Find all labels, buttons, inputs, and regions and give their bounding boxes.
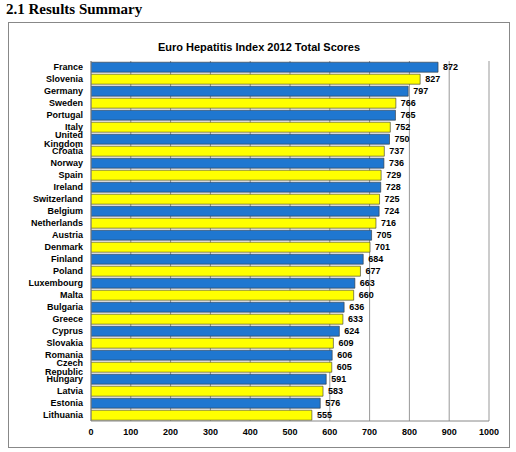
svg-text:Bulgaria: Bulgaria (47, 302, 84, 312)
svg-text:555: 555 (317, 410, 332, 420)
svg-text:900: 900 (442, 427, 457, 437)
svg-text:583: 583 (328, 386, 343, 396)
svg-text:Cyprus: Cyprus (52, 326, 83, 336)
svg-text:Portugal: Portugal (46, 110, 83, 120)
svg-text:797: 797 (413, 86, 428, 96)
svg-text:737: 737 (389, 146, 404, 156)
svg-text:Sweden: Sweden (49, 98, 83, 108)
svg-text:Lithuania: Lithuania (43, 410, 84, 420)
svg-text:Spain: Spain (58, 170, 83, 180)
svg-text:800: 800 (402, 427, 417, 437)
svg-text:701: 701 (375, 242, 390, 252)
svg-text:663: 663 (360, 278, 375, 288)
svg-text:300: 300 (203, 427, 218, 437)
svg-text:Estonia: Estonia (50, 398, 84, 408)
svg-text:500: 500 (282, 427, 297, 437)
svg-text:France: France (53, 62, 83, 72)
svg-text:Norway: Norway (50, 158, 83, 168)
svg-text:400: 400 (243, 427, 258, 437)
svg-text:716: 716 (381, 218, 396, 228)
svg-text:600: 600 (322, 427, 337, 437)
svg-text:Greece: Greece (52, 314, 83, 324)
svg-text:Croatia: Croatia (52, 146, 84, 156)
svg-text:100: 100 (123, 427, 138, 437)
svg-text:684: 684 (368, 254, 383, 264)
svg-text:Ireland: Ireland (53, 182, 83, 192)
svg-text:677: 677 (365, 266, 380, 276)
svg-text:752: 752 (395, 122, 410, 132)
svg-text:827: 827 (425, 74, 440, 84)
svg-text:605: 605 (337, 362, 352, 372)
svg-text:Latvia: Latvia (57, 386, 84, 396)
svg-text:765: 765 (400, 110, 415, 120)
svg-text:736: 736 (389, 158, 404, 168)
svg-text:Luxembourg: Luxembourg (28, 278, 83, 288)
svg-text:Finland: Finland (51, 254, 83, 264)
svg-text:633: 633 (348, 314, 363, 324)
svg-text:Belgium: Belgium (47, 206, 83, 216)
svg-text:624: 624 (344, 326, 359, 336)
svg-text:Malta: Malta (60, 290, 84, 300)
svg-text:0: 0 (88, 427, 93, 437)
svg-text:Switzerland: Switzerland (33, 194, 83, 204)
svg-text:Slovakia: Slovakia (46, 338, 84, 348)
svg-text:Poland: Poland (53, 266, 83, 276)
svg-text:609: 609 (338, 338, 353, 348)
svg-text:724: 724 (384, 206, 399, 216)
svg-text:576: 576 (325, 398, 340, 408)
svg-text:729: 729 (386, 170, 401, 180)
svg-text:1000: 1000 (479, 427, 499, 437)
svg-text:Hungary: Hungary (46, 374, 83, 384)
svg-text:Slovenia: Slovenia (46, 74, 84, 84)
svg-text:Germany: Germany (44, 86, 83, 96)
svg-text:700: 700 (362, 427, 377, 437)
svg-text:Denmark: Denmark (44, 242, 84, 252)
svg-text:636: 636 (349, 302, 364, 312)
svg-text:Austria: Austria (52, 230, 84, 240)
svg-text:660: 660 (359, 290, 374, 300)
svg-text:750: 750 (395, 134, 410, 144)
svg-text:591: 591 (331, 374, 346, 384)
svg-text:725: 725 (385, 194, 400, 204)
svg-text:606: 606 (337, 350, 352, 360)
svg-text:200: 200 (163, 427, 178, 437)
svg-text:872: 872 (443, 62, 458, 72)
svg-text:728: 728 (386, 182, 401, 192)
svg-text:Netherlands: Netherlands (31, 218, 83, 228)
svg-text:705: 705 (377, 230, 392, 240)
svg-text:766: 766 (401, 98, 416, 108)
